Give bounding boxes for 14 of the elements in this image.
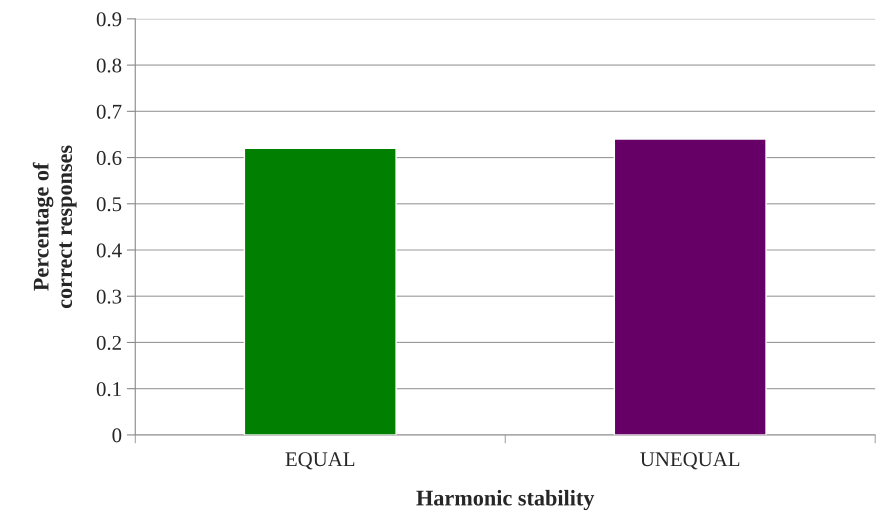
y-tick-label: 0.8 bbox=[96, 58, 122, 73]
y-tick-label: 0.4 bbox=[96, 243, 122, 258]
y-tick-label: 0.3 bbox=[96, 290, 122, 304]
y-tick-label: 0.6 bbox=[96, 150, 122, 166]
x-tick-label: EQUAL bbox=[286, 452, 354, 470]
x-axis-title: Harmonic stability bbox=[416, 490, 594, 510]
y-tick-label: 0.5 bbox=[96, 197, 122, 212]
y-tick-label: 0.1 bbox=[96, 382, 121, 396]
y-axis-title: Percentage of correct responses bbox=[32, 145, 77, 308]
y-tick-label: 0.7 bbox=[96, 104, 122, 119]
y-tick-label: 0.9 bbox=[96, 12, 122, 26]
y-tick-label: 0.2 bbox=[96, 336, 121, 350]
x-tick-label: UNEQUAL bbox=[640, 452, 740, 470]
y-tick-label: 0 bbox=[112, 428, 122, 442]
